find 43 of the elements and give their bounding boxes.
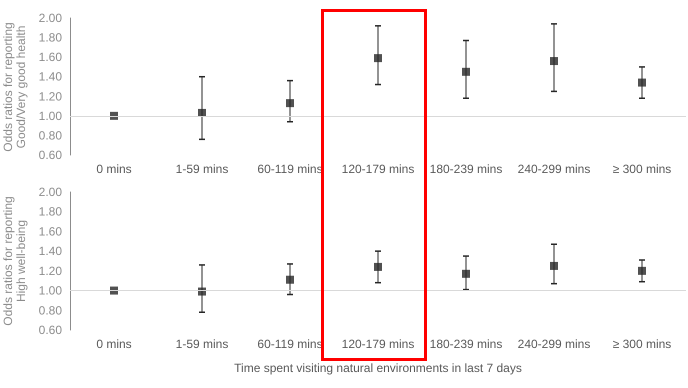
y-tick-label: 1.20 <box>38 89 62 104</box>
x-tick-label: 0 mins <box>96 162 132 176</box>
x-tick-label: ≥ 300 mins <box>612 162 672 176</box>
y-tick-label: 0.80 <box>38 303 62 318</box>
point <box>550 262 558 270</box>
point <box>374 262 382 271</box>
x-tick-label: 120-179 mins <box>342 337 414 351</box>
point <box>638 78 646 87</box>
x-tick-label: 180-239 mins <box>430 337 502 351</box>
y-tick-label: 1.60 <box>38 50 62 64</box>
x-tick-label: 0 mins <box>96 337 132 351</box>
x-axis-title: Time spent visiting natural environments in last 7 days <box>234 361 522 375</box>
y-tick-label: 1.00 <box>38 284 62 298</box>
x-tick-label: 60-119 mins <box>257 162 323 176</box>
point <box>462 270 470 278</box>
y-tick-label: 1.00 <box>38 108 62 123</box>
x-tick-label: 240-299 mins <box>518 162 590 176</box>
y-tick-label: 1.80 <box>38 30 62 45</box>
y-tick-label: 0.60 <box>38 148 62 162</box>
x-tick-label: 60-119 mins <box>257 337 323 351</box>
y-tick-label: 2.00 <box>38 11 62 25</box>
y-tick-label: 1.80 <box>38 204 62 219</box>
point <box>638 266 646 275</box>
y-tick-label: 1.40 <box>38 70 62 84</box>
point <box>286 276 294 284</box>
x-tick-label: 1-59 mins <box>176 337 228 351</box>
point <box>374 54 382 62</box>
y-tick-label: 2.00 <box>38 185 62 199</box>
x-tick-label: 240-299 mins <box>518 337 590 351</box>
x-tick-label: 1-59 mins <box>176 162 228 176</box>
x-tick-label: 180-239 mins <box>430 162 502 176</box>
x-tick-label: 120-179 mins <box>342 162 414 176</box>
x-tick-label: ≥ 300 mins <box>612 337 672 351</box>
y-tick-label: 0.60 <box>38 323 62 337</box>
point <box>286 99 294 108</box>
y-tick-label: 0.80 <box>38 128 62 142</box>
point <box>550 57 558 66</box>
y-axis-title: Odds ratios for reporting Good/Very good health <box>1 20 29 154</box>
point <box>462 68 470 76</box>
y-tick-label: 1.40 <box>38 244 62 258</box>
y-tick-label: 1.60 <box>38 224 62 238</box>
y-tick-label: 1.20 <box>38 264 62 278</box>
y-axis-title: Odds ratios for reporting High well-being <box>1 195 29 328</box>
